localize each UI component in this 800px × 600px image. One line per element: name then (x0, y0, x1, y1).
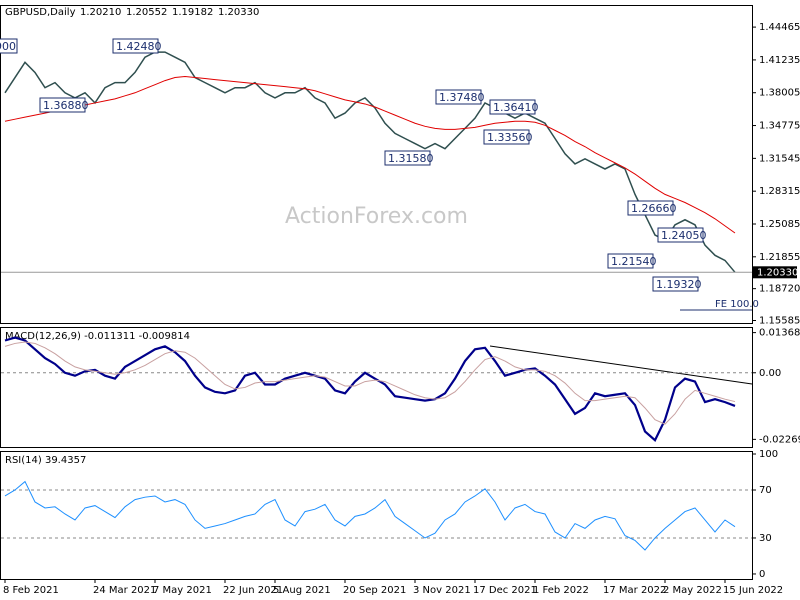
x-tick-label: 15 Jun 2022 (723, 585, 783, 596)
annotation: 1.33560 (487, 131, 533, 144)
macd-panel (0, 327, 753, 448)
annotation: 1.36880 (43, 99, 89, 112)
ohlc-value: 1.20210 (80, 7, 121, 18)
x-tick-label: 22 Jun 2021 (223, 585, 283, 596)
x-tick-label: 17 Dec 2021 (473, 585, 537, 596)
y-tick-label: 1.15585 (759, 316, 800, 327)
x-tick-label: 20 Sep 2021 (343, 585, 406, 596)
annotation-box (39, 97, 86, 113)
series-line (4, 480, 736, 551)
annotation-box (652, 276, 699, 292)
annotation-box (607, 253, 654, 269)
y-tick-label: 1.34775 (759, 121, 800, 132)
y-tick-label: 0.013686 (759, 328, 800, 339)
y-tick-label: -0.022698 (759, 434, 800, 445)
y-tick-label: 1.21855 (759, 252, 800, 263)
annotation-box (112, 38, 159, 54)
y-tick-label: 1.38005 (759, 88, 800, 99)
x-tick-label: 7 May 2021 (153, 585, 212, 596)
ohlc-value: 1.20552 (126, 7, 167, 18)
annotation: 900 (0, 40, 16, 53)
ohlc-value: 1.19182 (172, 7, 213, 18)
x-tick-label: 5 Aug 2021 (273, 585, 331, 596)
annotation-box (0, 38, 18, 54)
chart-title: GBPUSD,Daily (5, 7, 76, 18)
ohlc-value: 1.20330 (218, 7, 259, 18)
y-tick-label: 1.44465 (759, 22, 800, 33)
y-tick-label: 1.41235 (759, 55, 800, 66)
y-tick-label: 1.18720 (759, 284, 800, 295)
y-tick-label: 70 (759, 485, 772, 496)
annotation-box (483, 129, 530, 145)
y-tick-label: 0 (759, 569, 765, 580)
panel-frames (0, 5, 753, 580)
annotation-box (384, 150, 431, 166)
series-line (4, 336, 736, 443)
price-panel (0, 5, 753, 324)
annotation: 1.36410 (493, 101, 539, 114)
annotation: 1.31580 (388, 152, 434, 165)
fe-label: FE 100.0 (715, 299, 759, 310)
x-tick-label: 3 Nov 2021 (413, 585, 471, 596)
macd-trendline (489, 345, 753, 385)
series-line (4, 341, 736, 425)
macd-title: MACD(12,26,9) -0.011311 -0.009814 (5, 331, 190, 342)
x-tick-label: 2 May 2022 (663, 585, 722, 596)
y-tick-label: 0.00 (759, 368, 781, 379)
annotation: 1.24050 (661, 229, 707, 242)
x-tick-label: 1 Feb 2022 (533, 585, 589, 596)
series-line (4, 76, 736, 234)
annotation-box (627, 200, 674, 216)
annotation-box (435, 89, 482, 105)
annotation: 1.26660 (631, 202, 677, 215)
last-price-box (753, 266, 797, 279)
rsi-title: RSI(14) 39.4357 (5, 455, 86, 466)
x-tick-label: 24 Mar 2021 (93, 585, 156, 596)
annotation-box (489, 99, 536, 115)
y-tick-label: 30 (759, 533, 772, 544)
series-line (4, 51, 736, 273)
y-tick-label: 100 (759, 449, 778, 460)
last-price-label: 1.20330 (757, 267, 798, 278)
annotation: 1.19320 (656, 278, 702, 291)
annotation: 1.21540 (611, 255, 657, 268)
rsi-panel (0, 451, 753, 580)
annotation-box (657, 227, 704, 243)
y-tick-label: 1.31545 (759, 153, 800, 164)
watermark: ActionForex.com (285, 204, 468, 229)
x-tick-label: 8 Feb 2021 (3, 585, 59, 596)
x-tick-label: 17 Mar 2022 (603, 585, 666, 596)
y-tick-label: 1.25085 (759, 219, 800, 230)
annotation: 1.37480 (439, 91, 485, 104)
annotation: 1.42480 (116, 40, 162, 53)
y-tick-label: 1.28315 (759, 186, 800, 197)
